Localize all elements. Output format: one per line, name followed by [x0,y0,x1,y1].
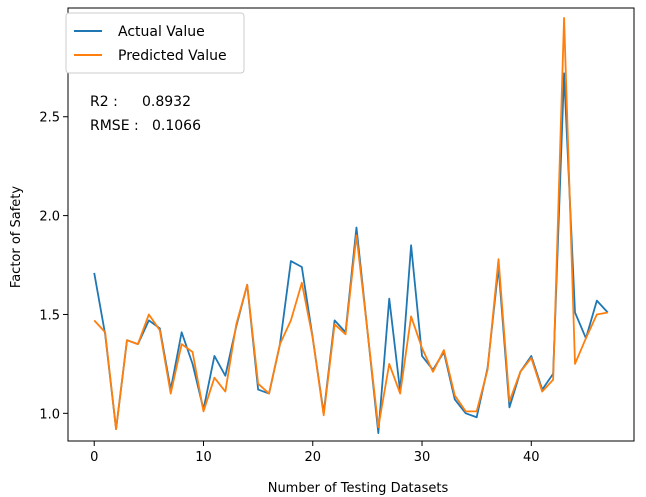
x-tick-label: 10 [195,450,212,465]
y-tick-label: 2.5 [39,111,60,126]
x-tick-label: 30 [414,450,431,465]
r2-label: R2 : [90,94,118,110]
metrics-annotation: R2 : 0.8932 RMSE : 0.1066 [90,94,201,134]
series-line-predicted [93,16,608,431]
rmse-label: RMSE : [90,118,139,134]
legend-box [65,12,245,74]
plot-area [93,16,609,434]
r2-value: 0.8932 [142,94,191,110]
rmse-value: 0.1066 [152,118,201,134]
x-axis-ticks: 0 10 20 30 40 [90,441,540,465]
x-tick-label: 20 [304,450,321,465]
y-tick-label: 1.0 [39,407,60,422]
legend-label-actual: Actual Value [118,24,205,40]
legend: Actual Value Predicted Value [65,12,245,74]
y-axis-ticks: 1.0 1.5 2.0 2.5 [39,111,68,422]
x-tick-label: 40 [523,450,540,465]
y-tick-label: 2.0 [39,210,60,225]
axes-frame [67,7,635,442]
x-axis-label: Number of Testing Datasets [268,481,449,496]
legend-label-predicted: Predicted Value [118,48,227,64]
y-tick-label: 1.5 [39,308,60,323]
y-axis-label: Factor of Safety [9,186,24,288]
x-tick-label: 0 [90,450,98,465]
